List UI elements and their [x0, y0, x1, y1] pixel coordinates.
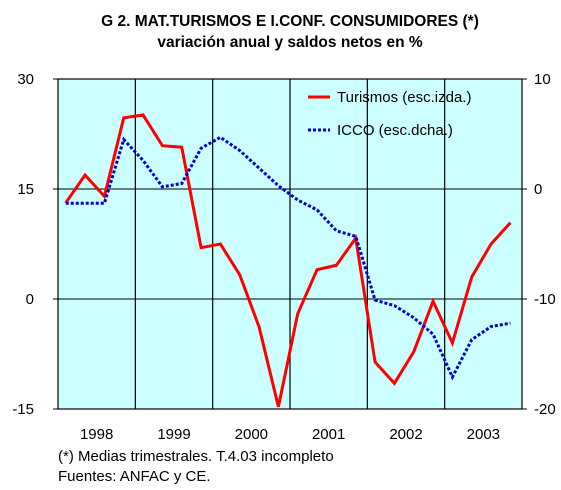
x-tick-label: 1999 [157, 426, 190, 443]
legend-label: ICCO (esc.dcha.) [337, 122, 453, 139]
note: (*) Medias trimestrales. T.4.03 incomple… [58, 448, 334, 465]
chart-title: G 2. MAT.TURISMOS E I.CONF. CONSUMIDORES… [101, 13, 479, 30]
line-series [64, 113, 512, 408]
y-tick-label: 15 [17, 181, 34, 198]
y2-tick-label: -20 [534, 401, 556, 418]
line-series [65, 135, 511, 381]
legend-label: Turismos (esc.izda.) [337, 89, 471, 106]
note: Fuentes: ANFAC y CE. [58, 468, 211, 485]
y-tick-label: -15 [12, 401, 34, 418]
y2-tick-label: 0 [534, 181, 542, 198]
y-tick-label: 0 [26, 291, 34, 308]
x-tick-label: 2001 [312, 426, 345, 443]
chart-subtitle: variación anual y saldos netos en % [157, 34, 423, 51]
x-tick-label: 2000 [235, 426, 268, 443]
plot-frame [57, 78, 523, 410]
y2-tick-label: 10 [534, 71, 551, 88]
x-tick-label: 2003 [467, 426, 500, 443]
x-tick-label: 1998 [80, 426, 113, 443]
x-tick-label: 2002 [389, 426, 422, 443]
y-tick-label: 30 [17, 71, 34, 88]
y2-tick-label: -10 [534, 291, 556, 308]
